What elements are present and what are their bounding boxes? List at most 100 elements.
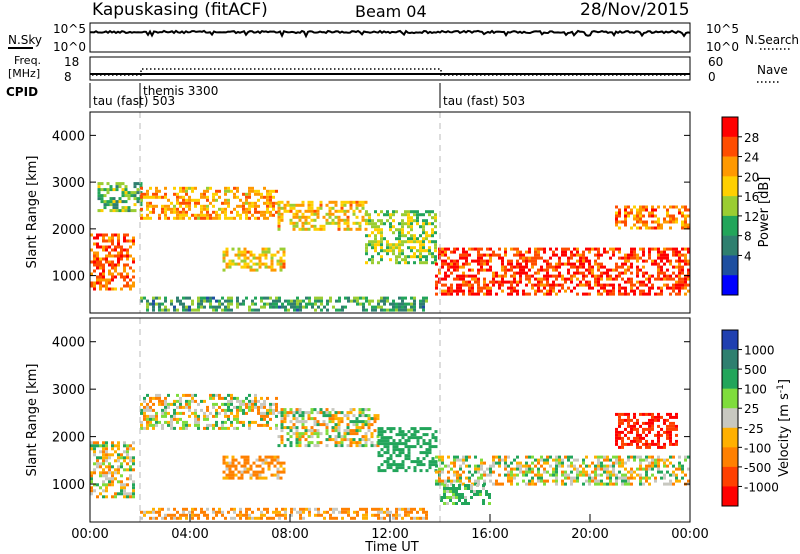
power-cell (419, 305, 422, 309)
power-cell (139, 203, 143, 207)
power-cell (380, 219, 383, 223)
power-cell (471, 259, 474, 263)
power-cell (185, 296, 188, 300)
velocity-cell (361, 408, 365, 412)
power-cell (230, 296, 233, 300)
power-cell (669, 259, 672, 263)
power-cell (534, 256, 537, 260)
velocity-cell (669, 461, 672, 465)
velocity-cell (272, 510, 275, 514)
power-cell (188, 195, 191, 199)
power-cell (407, 240, 410, 244)
power-cell (126, 251, 129, 255)
velocity-cell (140, 516, 143, 520)
power-cell (621, 292, 624, 296)
velocity-cell (182, 513, 185, 517)
x-tick-label: 16:00 (471, 527, 508, 542)
power-cell (191, 299, 194, 303)
power-cell (633, 247, 636, 251)
velocity-cell (465, 476, 468, 480)
velocity-cell (370, 417, 374, 421)
velocity-cell (603, 455, 606, 459)
power-cell (277, 218, 281, 222)
velocity-cell (621, 436, 624, 440)
power-cell (93, 260, 96, 264)
velocity-cell (275, 405, 278, 409)
power-cell (456, 265, 459, 269)
velocity-cell (516, 464, 519, 468)
power-cell (240, 253, 244, 257)
velocity-cell (636, 421, 639, 425)
velocity-cell (155, 417, 158, 421)
power-cell (609, 256, 612, 260)
power-cell (600, 274, 603, 278)
velocity-cell (507, 464, 510, 468)
power-cell (567, 271, 570, 275)
velocity-cell (657, 442, 660, 446)
station-title: Kapuskasing (fitACF) (92, 0, 268, 20)
power-cell (287, 308, 290, 312)
velocity-cell (343, 429, 347, 433)
power-cell (158, 213, 161, 217)
power-cell (678, 274, 681, 278)
power-cell (362, 296, 365, 300)
velocity-cell (230, 420, 233, 424)
power-cell (296, 308, 299, 312)
velocity-cell (588, 473, 591, 477)
velocity-cell (594, 467, 597, 471)
velocity-cell (636, 418, 639, 422)
power-cell (468, 247, 471, 251)
velocity-cell (231, 455, 235, 459)
power-cell (552, 274, 555, 278)
velocity-cell (621, 482, 624, 486)
velocity-cell (470, 484, 473, 487)
power-cell (301, 221, 305, 225)
power-cell (191, 189, 194, 193)
power-cell (410, 308, 413, 312)
power-cell (612, 247, 615, 251)
power-cell (117, 263, 120, 267)
power-cell (422, 296, 425, 300)
velocity-cell (477, 470, 480, 474)
power-cell (224, 207, 227, 211)
power-cell (416, 213, 419, 217)
power-cell (663, 256, 666, 260)
power-cell (516, 283, 519, 287)
velocity-cell (114, 468, 117, 472)
power-cell (194, 213, 197, 217)
velocity-cell (310, 408, 314, 412)
power-cell (618, 250, 621, 254)
velocity-cell (404, 442, 408, 446)
velocity-cell (252, 473, 256, 477)
velocity-cell (468, 455, 471, 459)
velocity-cell (621, 458, 624, 462)
velocity-cell (630, 427, 633, 431)
power-cell (392, 246, 395, 250)
power-cell (105, 239, 108, 243)
power-cell (352, 212, 356, 216)
velocity-cell (576, 479, 579, 483)
power-cell (633, 283, 636, 287)
velocity-cell (468, 470, 471, 474)
velocity-cell (648, 421, 651, 425)
power-cell (149, 216, 152, 220)
velocity-cell (612, 467, 615, 471)
power-cell (389, 243, 392, 247)
power-cell (609, 268, 612, 272)
power-cell (108, 236, 111, 240)
power-cell (492, 250, 495, 254)
power-cell (588, 265, 591, 269)
velocity-cell (443, 493, 446, 496)
power-cell (456, 283, 459, 287)
power-cell (633, 292, 636, 296)
velocity-cell (260, 414, 263, 418)
power-cell (570, 256, 573, 260)
freq-unit-label: [MHz] (8, 67, 40, 80)
power-cell (334, 200, 338, 204)
velocity-cell (126, 483, 129, 487)
velocity-cell (666, 458, 669, 462)
velocity-cell (456, 479, 459, 483)
power-cell (672, 217, 675, 221)
power-cell (612, 292, 615, 296)
power-cell (304, 209, 308, 213)
